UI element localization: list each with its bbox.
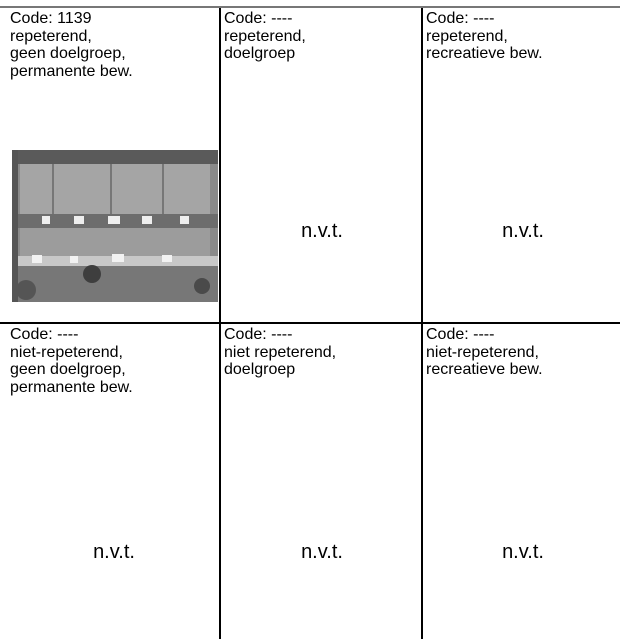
cell-text: Code: ---- bbox=[426, 326, 495, 343]
table-cell: Code: ---- niet-repeterend, geen doelgroep… bbox=[10, 326, 218, 639]
row-divider bbox=[0, 322, 620, 324]
cell-text: repeterend, bbox=[10, 27, 92, 45]
table-cell: Code: ---- repeterend, recreatieve bew. n.v… bbox=[426, 10, 620, 322]
cell-text: recreatieve bew. bbox=[426, 361, 543, 378]
cell-text: permanente bew. bbox=[10, 62, 133, 80]
cell-text: geen doelgroep, bbox=[10, 361, 126, 378]
cell-text: Code: ---- bbox=[224, 326, 293, 343]
aerial-photo bbox=[12, 150, 218, 302]
cell-text: Code: ---- bbox=[10, 326, 79, 343]
not-applicable: n.v.t. bbox=[502, 541, 544, 563]
table-cell: Code: 1139 repeterend, geen doelgroep, perm… bbox=[10, 10, 218, 322]
cell-text: niet-repeterend, bbox=[426, 343, 539, 361]
cell-text: repeterend, bbox=[426, 27, 508, 45]
cell-text: doelgroep bbox=[224, 361, 296, 378]
not-applicable: n.v.t. bbox=[301, 541, 343, 563]
cell-text: repeterend, bbox=[224, 27, 306, 45]
cell-text: niet repeterend, bbox=[224, 343, 337, 361]
not-applicable: n.v.t. bbox=[93, 541, 135, 563]
cell-text: geen doelgroep, bbox=[10, 45, 126, 62]
cell-text: Code: 1139 bbox=[10, 10, 92, 27]
table-cell: Code: ---- niet repeterend, doelgroep n.v.t… bbox=[224, 326, 420, 639]
not-applicable: n.v.t. bbox=[301, 220, 343, 242]
not-applicable: n.v.t. bbox=[502, 220, 544, 242]
top-border bbox=[0, 6, 620, 8]
cell-text: recreatieve bew. bbox=[426, 45, 543, 62]
cell-text: permanente bew. bbox=[10, 378, 133, 396]
cell-text: doelgroep bbox=[224, 45, 296, 62]
cell-text: Code: ---- bbox=[224, 10, 293, 27]
table-cell: Code: ---- repeterend, doelgroep n.v.t. bbox=[224, 10, 420, 322]
table-cell: Code: ---- niet-repeterend, recreatieve be… bbox=[426, 326, 620, 639]
cell-text: Code: ---- bbox=[426, 10, 495, 27]
cell-text: niet-repeterend, bbox=[10, 343, 123, 361]
